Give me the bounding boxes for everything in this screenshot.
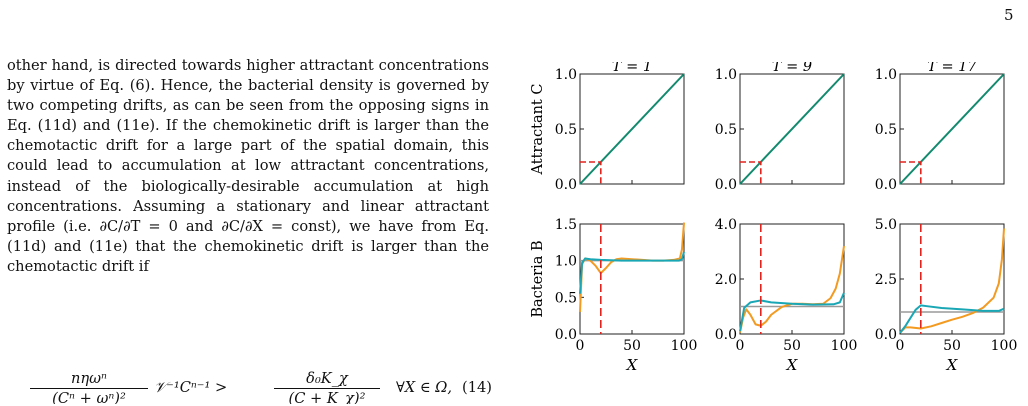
attractant-line <box>739 73 845 185</box>
y-axis-label: Bacteria B <box>530 240 546 317</box>
x-tick-label: 100 <box>831 338 858 354</box>
x-tick-label: 0 <box>896 338 905 354</box>
plot-frame <box>739 223 845 335</box>
x-tick-label: 0 <box>576 338 585 354</box>
x-axis-label: X <box>626 356 639 374</box>
y-tick-label: 0.5 <box>555 290 577 306</box>
y-tick-label: 0.5 <box>875 122 897 138</box>
y-tick-label: 1.0 <box>875 67 897 83</box>
threshold-marker <box>580 161 602 184</box>
x-axis-label: X <box>786 356 799 374</box>
equation-rhs-denominator: (C + K_χ)² <box>288 390 366 404</box>
equation-rhs-numerator: δ₀K_χ <box>306 370 348 387</box>
fraction-bar <box>30 388 148 389</box>
threshold-marker <box>900 161 922 184</box>
y-tick-label: 5.0 <box>875 217 897 233</box>
y-tick-label: 0.0 <box>715 327 737 343</box>
y-tick-label: 1.0 <box>555 254 577 270</box>
y-tick-label: 4.0 <box>715 217 737 233</box>
equation-lhs-denominator: (Cⁿ + ωⁿ)² <box>52 390 126 404</box>
panel-title: T = 1 <box>612 62 652 75</box>
y-tick-label: 0.0 <box>875 327 897 343</box>
teal-series-line <box>739 292 845 332</box>
page-number: 5 <box>1004 6 1014 24</box>
y-tick-label: 0.0 <box>555 177 577 193</box>
y-tick-label: 0.0 <box>555 327 577 343</box>
attractant-line <box>899 73 1005 185</box>
x-tick-label: 50 <box>623 338 641 354</box>
y-tick-label: 0.5 <box>715 122 737 138</box>
y-tick-label: 0.0 <box>715 177 737 193</box>
panel-title: T = 9 <box>772 62 812 75</box>
attractant-line <box>579 73 685 185</box>
x-axis-label: X <box>946 356 959 374</box>
x-tick-label: 50 <box>783 338 801 354</box>
y-tick-label: 2.5 <box>875 272 897 288</box>
x-tick-label: 100 <box>671 338 698 354</box>
fraction-bar <box>274 388 380 389</box>
plot-frame <box>899 223 1005 335</box>
body-paragraph: other hand, is directed towards higher a… <box>7 57 489 275</box>
equation-14: nηωⁿ (Cⁿ + ωⁿ)² 𝒱⁻¹Cⁿ⁻¹ > δ₀K_χ (C + K_χ… <box>30 364 500 404</box>
y-tick-label: 1.0 <box>555 67 577 83</box>
y-tick-label: 0.5 <box>555 122 577 138</box>
y-tick-label: 1.5 <box>555 217 577 233</box>
orange-series-line <box>579 222 685 313</box>
x-tick-label: 50 <box>943 338 961 354</box>
y-tick-label: 1.0 <box>715 67 737 83</box>
x-tick-label: 0 <box>736 338 745 354</box>
plot-frame <box>579 223 685 335</box>
body-text: other hand, is directed towards higher a… <box>7 56 489 277</box>
equation-lhs-fraction: nηωⁿ (Cⁿ + ωⁿ)² <box>30 370 148 404</box>
equation-number: (14) <box>462 379 492 396</box>
figure-panels: 0.0 0.5 1.0 T = 1 Attractant C 0.0 0.5 1.0 T = 9… <box>530 59 1018 374</box>
figure: 0.0 0.5 1.0 T = 1 Attractant C 0.0 0.5 1.0 T = 9… <box>518 59 1022 406</box>
y-axis-label: Attractant C <box>530 84 546 176</box>
equation-middle: 𝒱⁻¹Cⁿ⁻¹ > <box>154 379 228 396</box>
teal-series-line <box>899 304 1005 334</box>
panel-title: T = 17 <box>927 62 977 75</box>
equation-rhs-fraction: δ₀K_χ (C + K_χ)² <box>274 370 380 404</box>
y-tick-label: 2.0 <box>715 272 737 288</box>
orange-series-line <box>899 228 1005 334</box>
equation-lhs-numerator: nηωⁿ <box>71 370 107 387</box>
x-tick-label: 100 <box>991 338 1018 354</box>
equation-condition: ∀X ∈ Ω, <box>396 379 453 396</box>
threshold-marker <box>740 161 762 184</box>
orange-series-line <box>739 245 845 333</box>
y-tick-label: 0.0 <box>875 177 897 193</box>
teal-series-line <box>579 251 685 294</box>
